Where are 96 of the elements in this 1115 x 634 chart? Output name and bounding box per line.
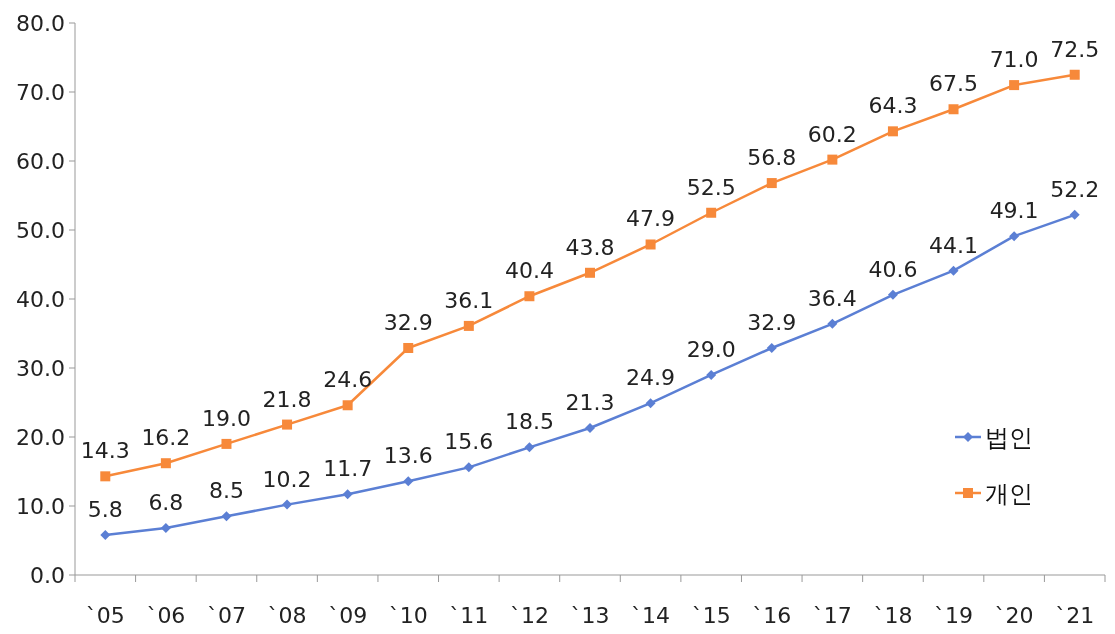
point <box>645 239 656 250</box>
x-tick-label: `08 <box>267 603 307 628</box>
data-label: 14.3 <box>80 438 130 464</box>
x-tick-label: `14 <box>631 603 671 628</box>
x-tick-label: `19 <box>934 603 974 628</box>
x-tick-label: `13 <box>570 603 610 628</box>
data-label: 24.9 <box>626 365 676 391</box>
point <box>827 318 838 329</box>
x-tick-label: `16 <box>752 603 792 628</box>
x-tick-label: `20 <box>994 603 1034 628</box>
y-tick-label: 30.0 <box>16 356 65 381</box>
x-tick-label: `06 <box>146 603 186 628</box>
y-tick-label: 20.0 <box>16 425 65 450</box>
x-tick-label: `05 <box>85 603 125 628</box>
data-label: 43.8 <box>565 234 615 260</box>
point <box>282 419 293 430</box>
point <box>887 126 898 137</box>
data-label: 71.0 <box>989 47 1039 73</box>
point <box>160 523 171 534</box>
point <box>1069 209 1080 220</box>
x-tick-label: `12 <box>509 603 549 628</box>
point <box>282 499 293 510</box>
point <box>1069 69 1080 80</box>
y-tick-label: 0.0 <box>30 563 65 588</box>
point <box>100 529 111 540</box>
data-label: 44.1 <box>929 232 979 258</box>
x-tick-label: `10 <box>388 603 428 628</box>
point <box>160 458 171 469</box>
legend-label: 개인 <box>985 480 1033 508</box>
data-label: 13.6 <box>383 443 433 469</box>
data-label: 29.0 <box>686 336 736 362</box>
x-tick-label: `17 <box>812 603 852 628</box>
point <box>100 471 111 482</box>
point <box>887 289 898 300</box>
point <box>1009 231 1020 242</box>
x-tick-label: `11 <box>449 603 489 628</box>
point <box>585 267 595 278</box>
y-tick-label: 50.0 <box>16 218 65 243</box>
x-tick-label: `21 <box>1055 603 1095 628</box>
point <box>948 104 959 115</box>
point <box>827 154 838 165</box>
point <box>463 320 474 331</box>
point <box>221 511 232 522</box>
point <box>403 476 414 487</box>
data-label: 10.2 <box>262 466 312 492</box>
data-label: 6.8 <box>148 490 184 516</box>
point <box>403 342 414 353</box>
data-label: 8.5 <box>208 478 244 504</box>
point <box>585 423 595 434</box>
point <box>1009 80 1020 91</box>
data-label: 52.5 <box>686 174 736 200</box>
point <box>645 398 656 409</box>
y-tick-label: 60.0 <box>16 149 65 174</box>
data-label: 49.1 <box>989 198 1039 224</box>
data-label: 36.1 <box>444 287 494 313</box>
data-label: 47.9 <box>626 206 676 232</box>
data-label: 21.8 <box>262 386 312 412</box>
data-label: 32.9 <box>383 309 433 335</box>
point <box>342 400 353 411</box>
data-label: 52.2 <box>1050 176 1100 202</box>
data-label: 5.8 <box>87 496 123 522</box>
data-label: 40.4 <box>504 258 554 284</box>
data-label: 19.0 <box>201 405 251 431</box>
data-label: 18.5 <box>504 409 554 435</box>
point <box>221 438 232 449</box>
data-label: 60.2 <box>807 121 857 147</box>
y-tick-label: 10.0 <box>16 494 65 519</box>
y-tick-label: 70.0 <box>16 80 65 105</box>
point <box>463 462 474 473</box>
x-tick-label: `09 <box>328 603 368 628</box>
y-tick-label: 40.0 <box>16 287 65 312</box>
data-label: 15.6 <box>444 429 494 455</box>
data-label: 40.6 <box>868 256 918 282</box>
data-label: 36.4 <box>807 285 857 311</box>
data-label: 16.2 <box>141 425 191 451</box>
data-label: 67.5 <box>929 71 979 97</box>
y-tick-label: 80.0 <box>16 11 65 36</box>
point <box>524 442 535 453</box>
point <box>766 178 777 189</box>
point <box>524 291 535 302</box>
point <box>706 207 717 218</box>
data-label: 24.6 <box>323 367 373 393</box>
point <box>706 369 717 380</box>
data-label: 72.5 <box>1050 36 1100 62</box>
data-label: 11.7 <box>323 456 373 482</box>
x-tick-label: `15 <box>691 603 731 628</box>
data-label: 64.3 <box>868 93 918 119</box>
data-label: 56.8 <box>747 145 797 171</box>
x-tick-label: `07 <box>206 603 246 628</box>
x-tick-label: `18 <box>873 603 913 628</box>
legend-label: 법인 <box>985 424 1033 452</box>
point <box>766 342 777 353</box>
point <box>948 265 959 276</box>
data-label: 21.3 <box>565 390 615 416</box>
point <box>342 489 353 500</box>
data-label: 32.9 <box>747 309 797 335</box>
